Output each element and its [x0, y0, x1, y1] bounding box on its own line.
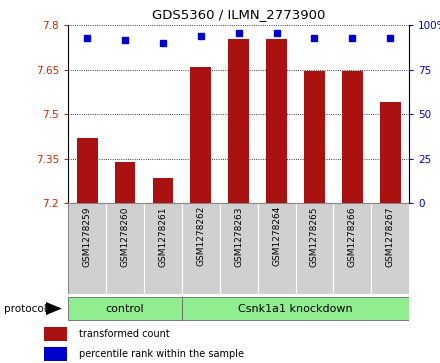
Text: GSM1278259: GSM1278259	[83, 206, 92, 266]
Bar	[304, 72, 325, 203]
Bar	[334, 203, 371, 294]
Bar	[182, 297, 409, 320]
Text: GSM1278267: GSM1278267	[386, 206, 395, 266]
Text: GSM1278264: GSM1278264	[272, 206, 281, 266]
Bar	[44, 327, 67, 341]
Text: GSM1278266: GSM1278266	[348, 206, 357, 266]
Bar	[380, 102, 401, 203]
Text: GSM1278262: GSM1278262	[196, 206, 205, 266]
Text: percentile rank within the sample: percentile rank within the sample	[79, 349, 244, 359]
Text: GSM1278265: GSM1278265	[310, 206, 319, 266]
Bar	[114, 162, 136, 203]
Bar	[77, 138, 98, 203]
Text: GSM1278263: GSM1278263	[234, 206, 243, 266]
Polygon shape	[46, 302, 62, 315]
Bar	[258, 203, 296, 294]
Bar	[68, 297, 182, 320]
Text: Csnk1a1 knockdown: Csnk1a1 knockdown	[238, 303, 353, 314]
Text: transformed count: transformed count	[79, 329, 169, 339]
Bar	[266, 39, 287, 203]
Text: GSM1278260: GSM1278260	[121, 206, 129, 266]
Bar	[144, 203, 182, 294]
Bar	[182, 203, 220, 294]
Bar	[342, 72, 363, 203]
Bar	[106, 203, 144, 294]
Bar	[191, 67, 211, 203]
Bar	[220, 203, 258, 294]
Bar	[228, 39, 249, 203]
Bar	[371, 203, 409, 294]
Title: GDS5360 / ILMN_2773900: GDS5360 / ILMN_2773900	[152, 8, 326, 21]
Text: protocol: protocol	[4, 303, 47, 314]
Bar	[153, 178, 173, 203]
Bar	[44, 347, 67, 361]
Bar	[296, 203, 334, 294]
Bar	[68, 203, 106, 294]
Text: control: control	[106, 303, 144, 314]
Text: GSM1278261: GSM1278261	[158, 206, 168, 266]
